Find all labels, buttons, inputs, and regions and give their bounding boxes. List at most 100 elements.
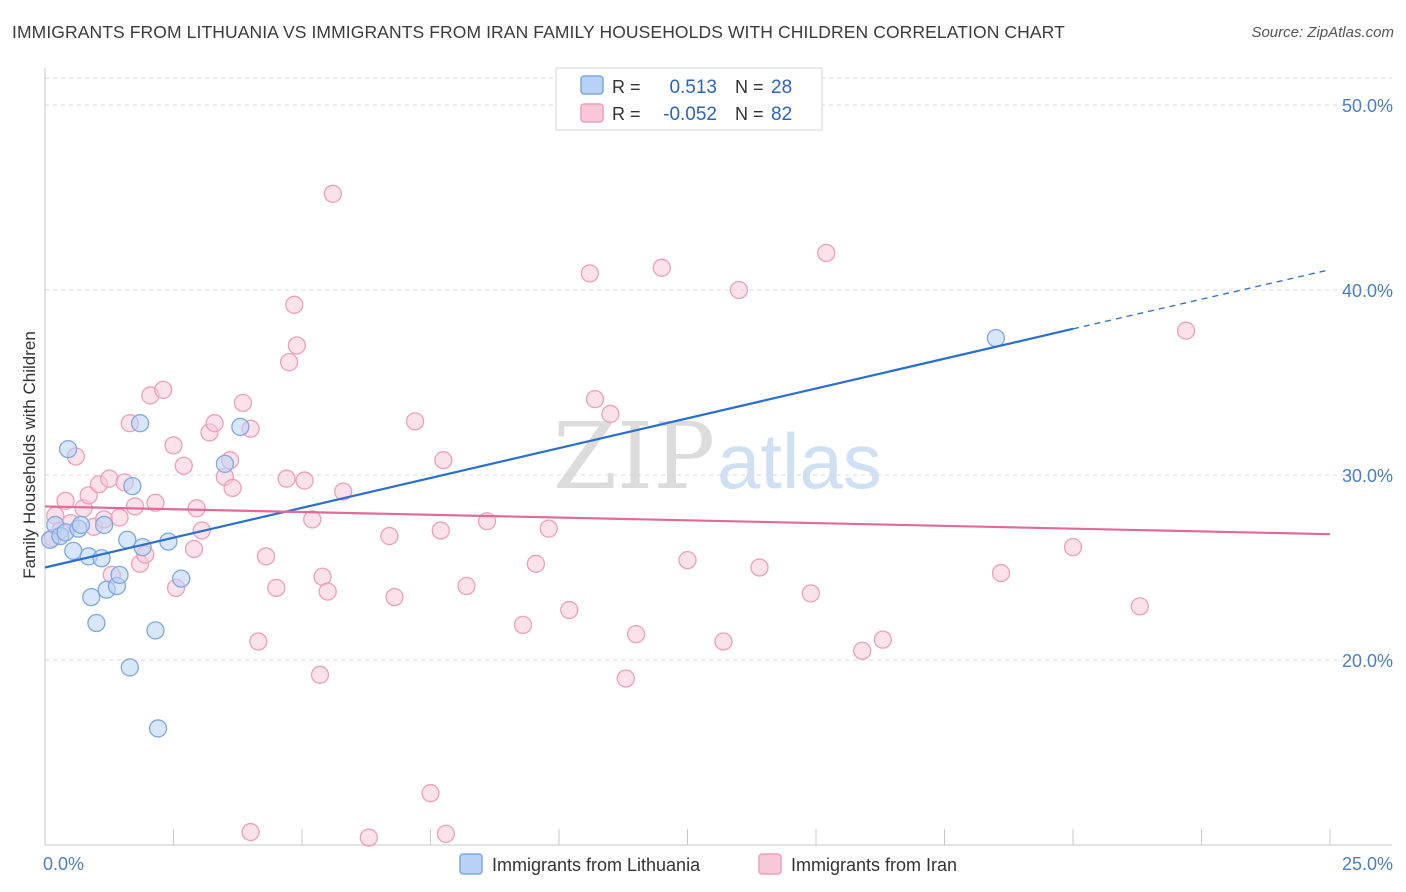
iran-point bbox=[100, 469, 119, 488]
n-value-iran: 82 bbox=[771, 104, 792, 125]
iran-point bbox=[205, 414, 224, 433]
iran-point bbox=[279, 352, 299, 372]
iran-point bbox=[333, 482, 353, 501]
iran-point bbox=[750, 558, 769, 577]
iran-point bbox=[585, 389, 605, 409]
x-tick-label: 25.0% bbox=[1342, 854, 1393, 874]
iran-point bbox=[652, 258, 671, 277]
axes bbox=[44, 68, 1392, 846]
iran-point bbox=[318, 582, 337, 601]
iran-point bbox=[380, 526, 399, 546]
y-tick-label: 40.0% bbox=[1342, 281, 1393, 301]
iran-point bbox=[110, 508, 129, 527]
iran-point bbox=[873, 630, 892, 649]
lithuania-point bbox=[120, 658, 139, 677]
lithuania-point bbox=[71, 515, 91, 535]
iran-point bbox=[184, 539, 204, 559]
series-iran-points bbox=[43, 184, 1196, 847]
iran-point bbox=[187, 499, 206, 518]
iran-point bbox=[560, 600, 579, 620]
trend-lines bbox=[44, 269, 1331, 569]
iran-trend-line bbox=[44, 505, 1331, 536]
lithuania-point bbox=[172, 569, 191, 588]
iran-point bbox=[287, 336, 307, 355]
iran-point bbox=[249, 632, 268, 651]
n-label-lithuania: N = bbox=[735, 77, 764, 97]
iran-point bbox=[164, 436, 183, 455]
iran-point bbox=[295, 471, 314, 490]
lithuania-point bbox=[58, 439, 78, 459]
lithuania-point bbox=[87, 613, 106, 633]
r-value-iran: -0.052 bbox=[663, 104, 717, 125]
lithuania-point bbox=[215, 454, 235, 474]
lithuania-point bbox=[82, 587, 101, 607]
iran-point bbox=[714, 632, 733, 651]
iran-point bbox=[1130, 597, 1149, 616]
x-tick-label: 0.0% bbox=[43, 854, 84, 874]
iran-point bbox=[801, 584, 821, 603]
iran-point bbox=[1063, 538, 1083, 557]
iran-point bbox=[421, 784, 440, 803]
iran-point bbox=[125, 497, 145, 516]
r-label-lithuania: R = bbox=[612, 77, 641, 97]
y-tick-label: 30.0% bbox=[1342, 466, 1393, 486]
r-value-lithuania: 0.513 bbox=[669, 77, 717, 98]
lithuania-point bbox=[123, 476, 142, 496]
iran-point bbox=[256, 547, 276, 566]
iran-point bbox=[601, 404, 620, 424]
iran-point bbox=[285, 295, 304, 314]
iran-point bbox=[223, 478, 242, 498]
iran-point bbox=[526, 554, 546, 573]
legend-iran-label: Immigrants from Iran bbox=[791, 855, 957, 875]
lithuania-point bbox=[94, 515, 114, 535]
lithuania-trend-extension bbox=[1072, 269, 1331, 330]
lithuania-point bbox=[159, 532, 178, 551]
iran-point bbox=[853, 641, 872, 660]
series-lithuania-points bbox=[40, 328, 1006, 738]
correlation-legend: R = 0.513 N = 28 R = -0.052 N = 82 bbox=[555, 67, 823, 131]
legend-lithuania-label: Immigrants from Lithuania bbox=[492, 855, 701, 875]
iran-point bbox=[323, 184, 342, 203]
lithuania-point bbox=[130, 414, 150, 433]
legend-iran-swatch bbox=[758, 853, 782, 875]
r-label-iran: R = bbox=[612, 104, 641, 124]
lithuania-point bbox=[231, 417, 250, 437]
watermark: ZIP atlas bbox=[553, 403, 882, 510]
lithuania-trend-line bbox=[44, 327, 1074, 569]
lithuania-point bbox=[986, 328, 1006, 348]
series-legend: Immigrants from Lithuania Immigrants fro… bbox=[459, 853, 957, 875]
y-axis-label: Family Households with Children bbox=[20, 331, 39, 579]
iran-point bbox=[434, 451, 453, 470]
iran-point bbox=[626, 624, 646, 644]
iran-point bbox=[241, 822, 260, 842]
n-label-iran: N = bbox=[735, 104, 764, 124]
iran-point bbox=[154, 380, 173, 400]
iran-point bbox=[233, 393, 253, 413]
lithuania-point bbox=[110, 565, 129, 585]
iran-point bbox=[580, 264, 599, 283]
watermark-atlas: atlas bbox=[717, 417, 882, 505]
iran-point bbox=[174, 456, 193, 475]
iran-point bbox=[385, 587, 404, 607]
chart-title: IMMIGRANTS FROM LITHUANIA VS IMMIGRANTS … bbox=[12, 22, 1065, 42]
lithuania-point bbox=[64, 541, 83, 560]
iran-point bbox=[457, 576, 476, 596]
iran-point bbox=[277, 469, 296, 488]
lithuania-point bbox=[148, 719, 168, 738]
y-tick-label: 20.0% bbox=[1342, 651, 1393, 671]
lithuania-swatch bbox=[580, 75, 604, 95]
iran-point bbox=[678, 550, 697, 570]
lithuania-point bbox=[118, 530, 137, 549]
n-value-lithuania: 28 bbox=[771, 77, 792, 98]
iran-point bbox=[56, 491, 75, 511]
iran-swatch bbox=[580, 103, 604, 123]
lithuania-point bbox=[146, 621, 165, 640]
iran-point bbox=[1176, 321, 1196, 340]
gridlines bbox=[45, 77, 1392, 661]
iran-point bbox=[436, 824, 456, 844]
tick-labels: 20.0% 30.0% 40.0% 50.0% 0.0% 25.0% bbox=[43, 96, 1393, 874]
iran-point bbox=[729, 280, 749, 300]
iran-point bbox=[513, 615, 533, 634]
iran-point bbox=[817, 243, 836, 263]
